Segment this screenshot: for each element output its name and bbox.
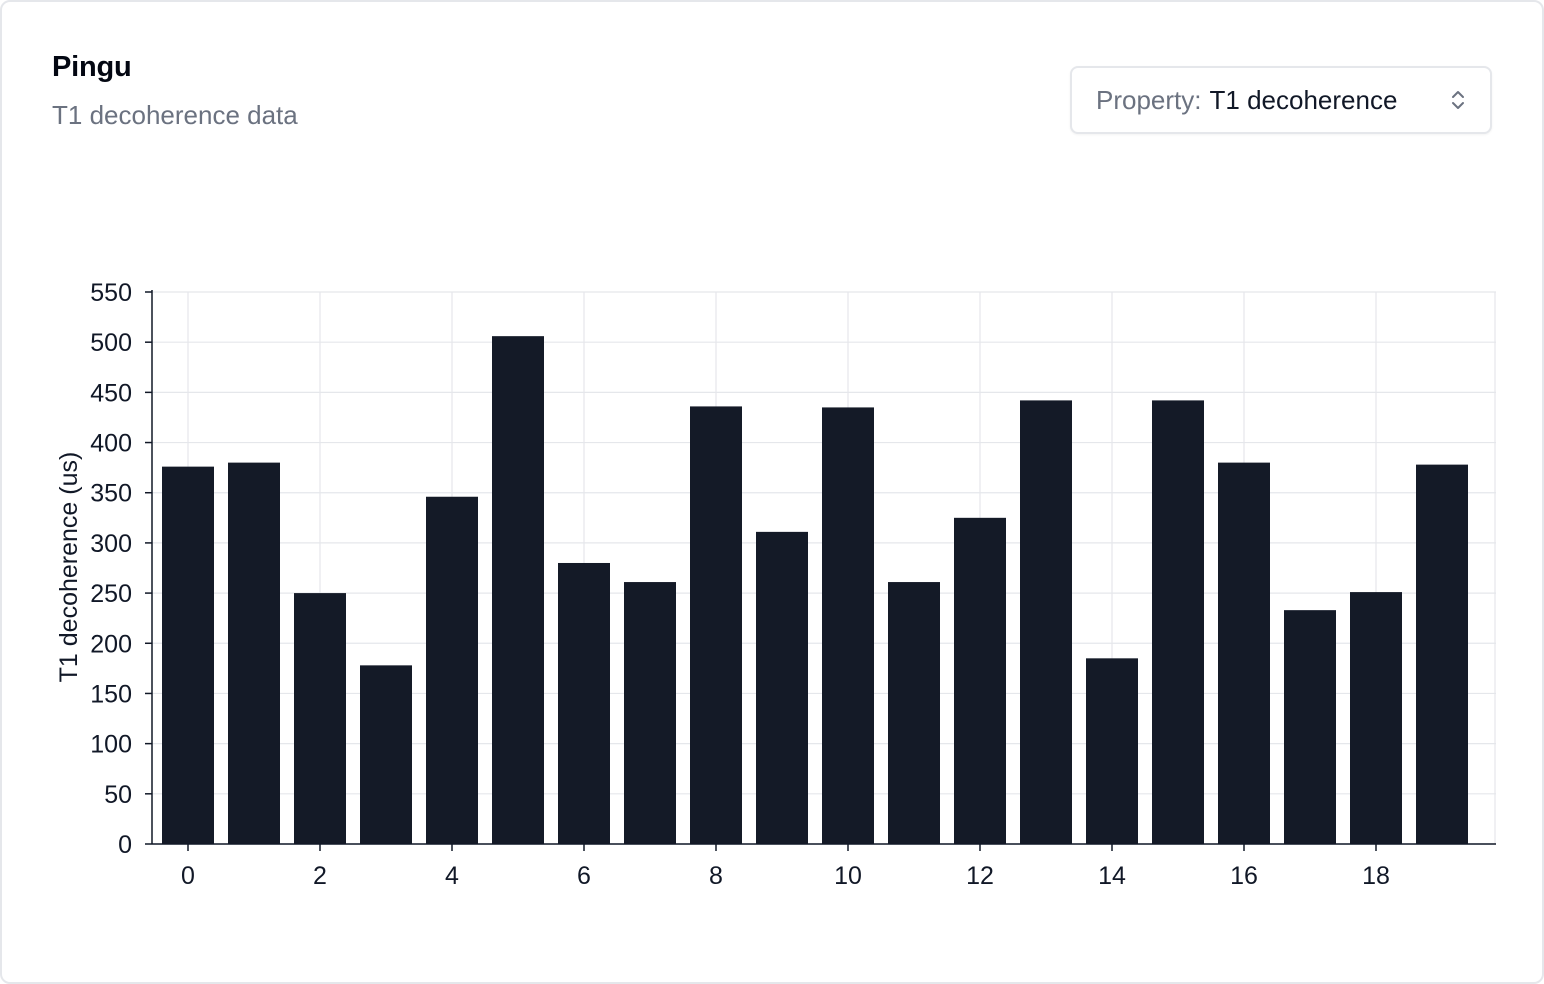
bar-0 — [162, 466, 214, 844]
y-axis-title: T1 decoherence (us) — [55, 452, 83, 683]
y-tick-label: 200 — [90, 630, 132, 658]
bar-10 — [822, 407, 874, 844]
x-tick-label: 12 — [966, 862, 994, 890]
bar-18 — [1350, 592, 1402, 844]
x-tick-label: 8 — [709, 862, 723, 890]
x-tick-label: 6 — [577, 862, 591, 890]
bar-2 — [294, 593, 346, 844]
bar-13 — [1020, 400, 1072, 844]
chevron-up-down-icon — [1450, 88, 1466, 112]
card-subtitle: T1 decoherence data — [52, 100, 298, 130]
bar-14 — [1086, 658, 1138, 844]
axes: 0 50 100 150 200 250 300 350 400 450 500 550 0 2 4 6 8 10… — [90, 279, 1496, 890]
y-tick-label: 500 — [90, 329, 132, 357]
bar-11 — [888, 582, 940, 844]
property-select-label: Property: — [1096, 84, 1202, 115]
y-tick-label: 300 — [90, 530, 132, 558]
y-tick-label: 250 — [90, 580, 132, 608]
bar-8 — [690, 406, 742, 844]
bar-1 — [228, 462, 280, 844]
bar-16 — [1218, 462, 1270, 844]
bar-17 — [1284, 610, 1336, 844]
y-tick-label: 0 — [118, 831, 132, 859]
property-select-value: T1 decoherence — [1209, 84, 1398, 115]
x-tick-label: 4 — [445, 862, 459, 890]
bar-4 — [426, 496, 478, 844]
x-tick-label: 18 — [1362, 862, 1390, 890]
y-tick-label: 350 — [90, 480, 132, 508]
x-tick-label: 16 — [1230, 862, 1258, 890]
bar-7 — [624, 582, 676, 844]
y-tick-label: 450 — [90, 379, 132, 407]
bar-19 — [1416, 464, 1468, 844]
x-tick-label: 14 — [1098, 862, 1126, 890]
card-title: Pingu — [52, 51, 132, 83]
y-tick-label: 50 — [104, 781, 132, 809]
bar-5 — [492, 336, 544, 844]
bar-9 — [756, 531, 808, 844]
y-tick-label: 400 — [90, 430, 132, 458]
y-tick-label: 150 — [90, 680, 132, 708]
bars — [162, 336, 1468, 844]
x-tick-label: 10 — [834, 862, 862, 890]
bar-15 — [1152, 400, 1204, 844]
x-tick-label: 0 — [181, 862, 195, 890]
bar-12 — [954, 517, 1006, 844]
bar-6 — [558, 562, 610, 844]
y-tick-label: 100 — [90, 731, 132, 759]
y-tick-label: 550 — [90, 279, 132, 307]
bar-3 — [360, 665, 412, 844]
x-tick-label: 2 — [313, 862, 327, 890]
property-select[interactable]: Property: T1 decoherence — [1070, 66, 1492, 134]
